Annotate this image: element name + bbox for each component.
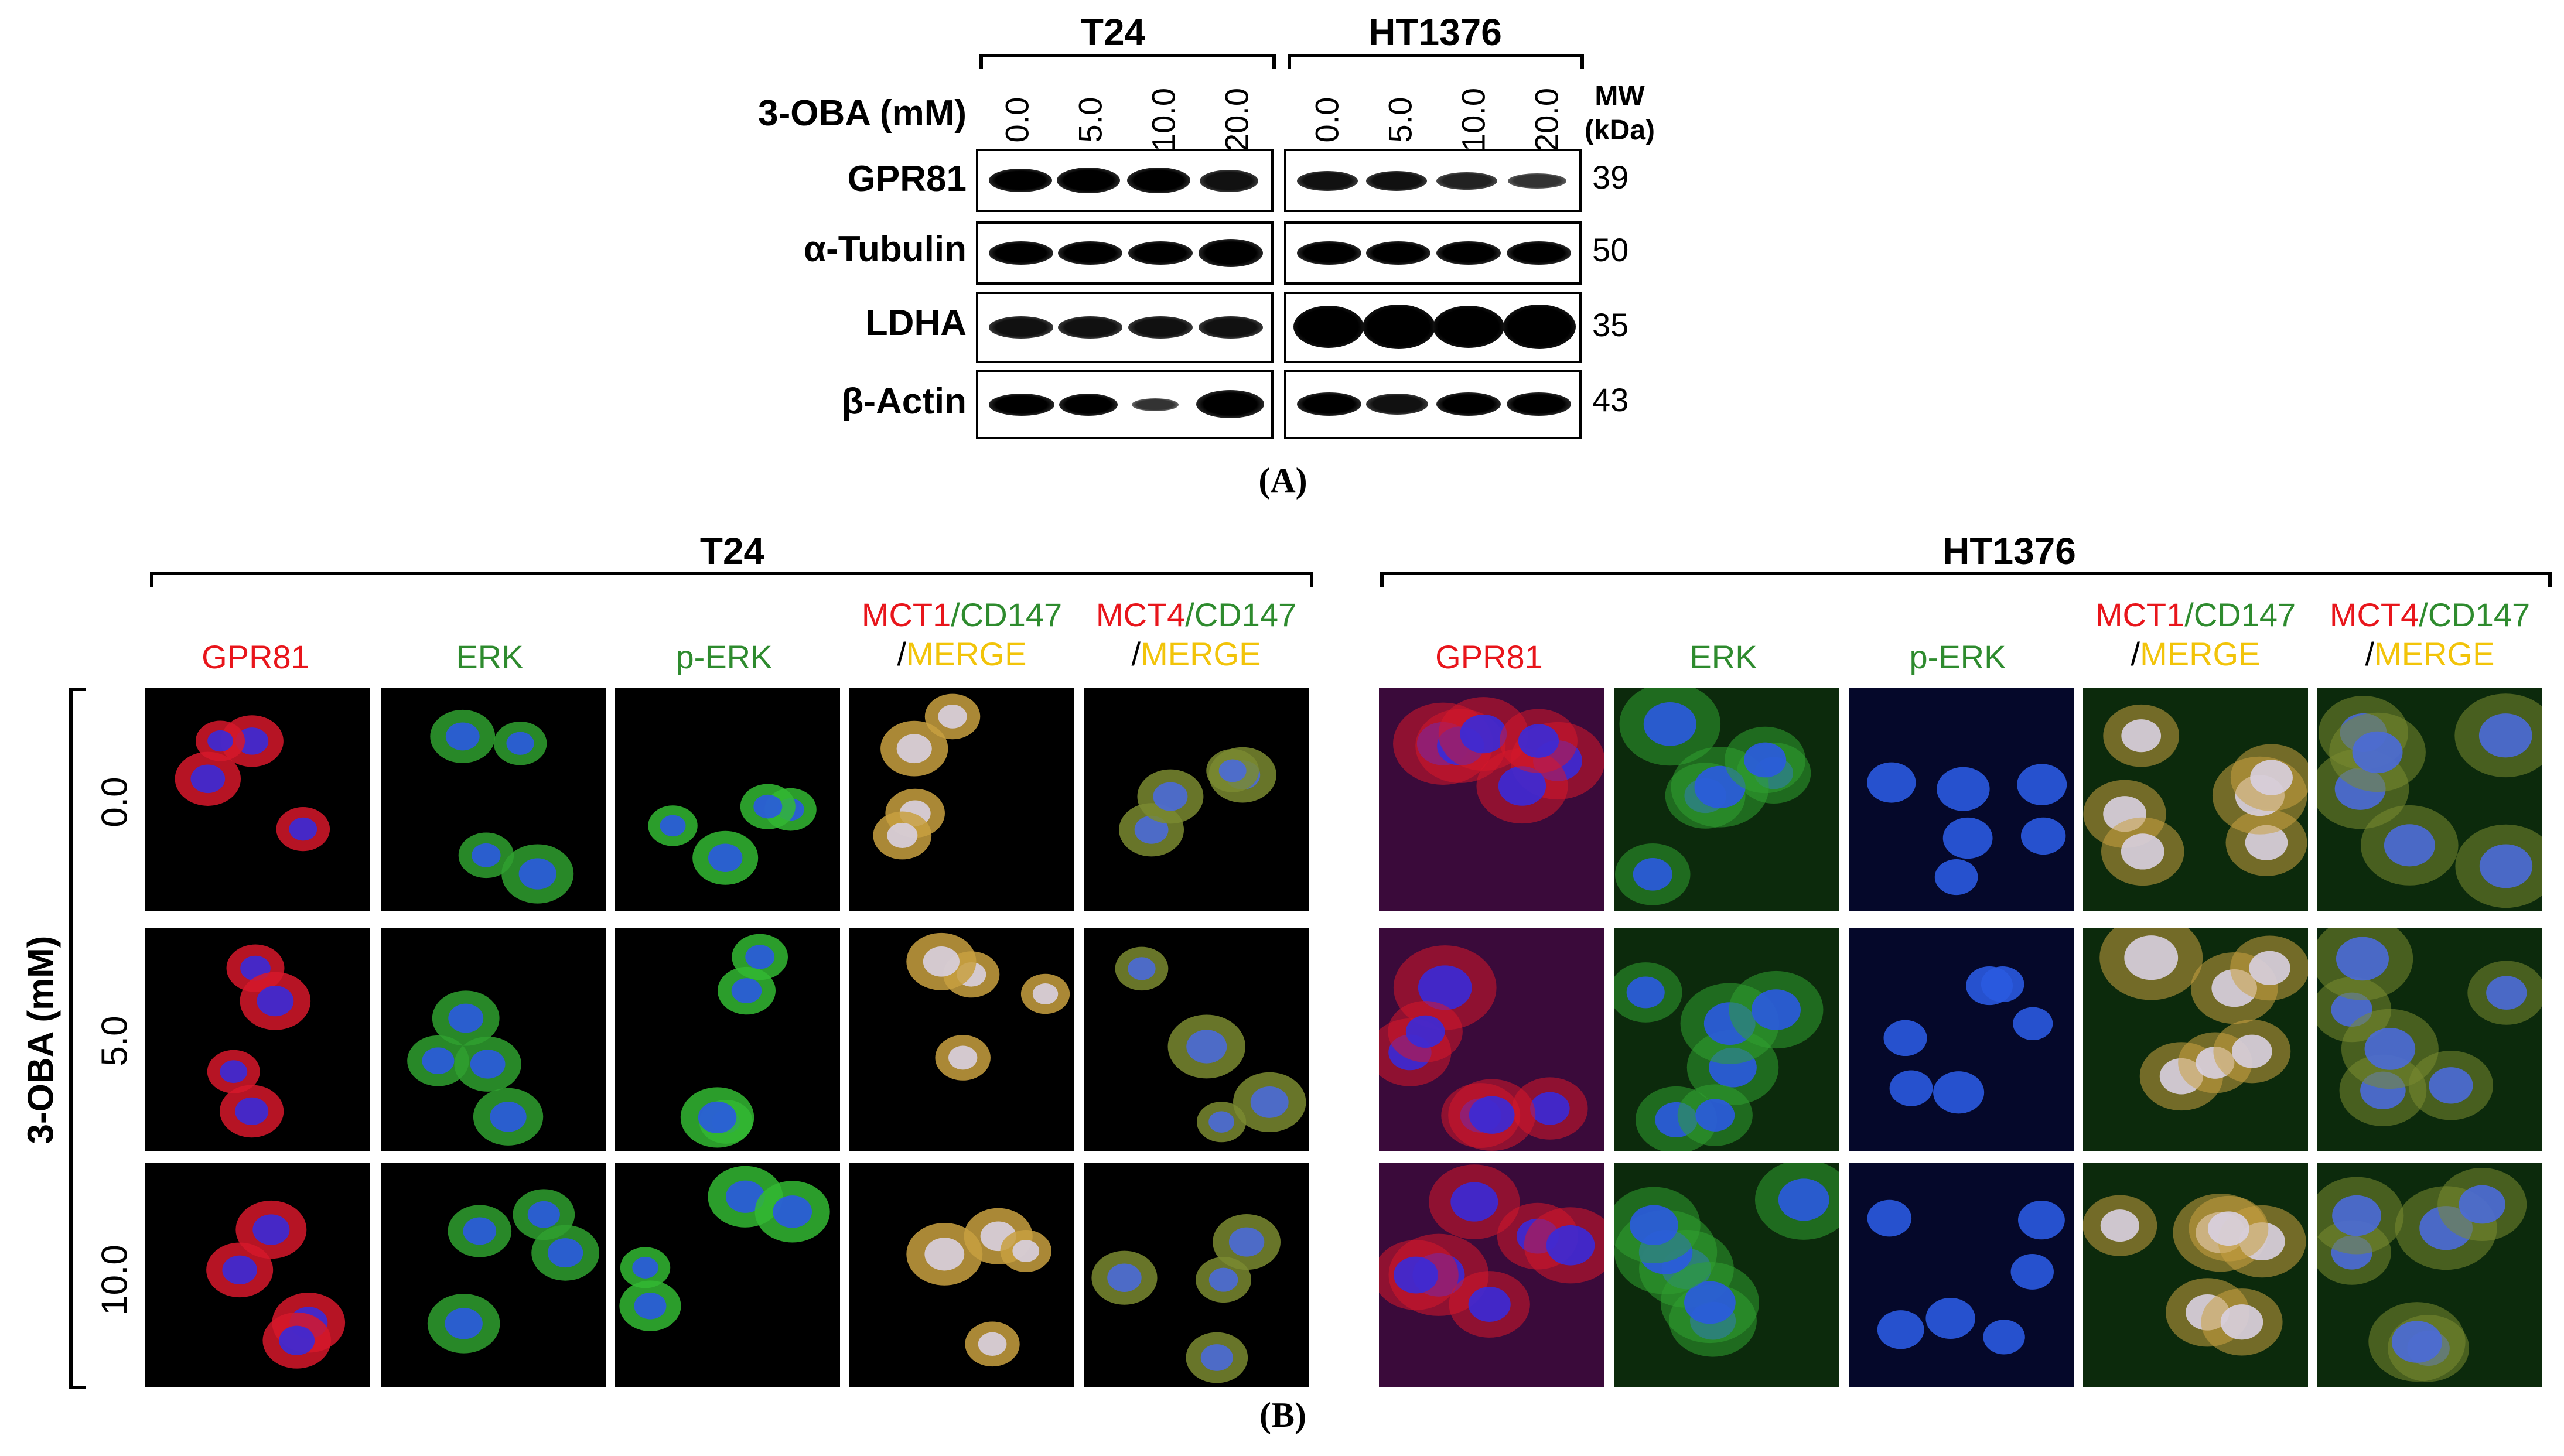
micrograph-t24-perk-5.0 [615,928,840,1151]
micrograph-ht1376-erk-0.0 [1614,688,1839,911]
mw-ldha: 35 [1592,306,1629,343]
blot-actin-ht1376 [1284,370,1582,439]
micrograph-ht1376-perk-5.0 [1849,928,2074,1151]
micrograph-ht1376-mct1-merge-10.0 [2083,1163,2308,1387]
protein-label-tubulin: α-Tubulin [804,229,967,269]
micrograph-t24-gpr81-10.0 [145,1163,370,1387]
panel-a-caption: (A) [1258,461,1307,500]
protein-label-gpr81: GPR81 [847,159,967,199]
micrograph-ht1376-erk-5.0 [1614,928,1839,1151]
blot-cellline-ht1376: HT1376 [1368,11,1502,53]
row-dose-0: 0.0 [94,777,135,828]
col-ht-gpr81: GPR81 [1435,638,1543,675]
mw-actin: 43 [1592,381,1629,418]
micrograph-t24-gpr81-5.0 [145,928,370,1151]
micrograph-ht1376-mct4-merge-10.0 [2317,1163,2542,1387]
row-dose-5: 5.0 [94,1016,135,1067]
if-cellline-t24: T24 [699,530,765,572]
col-ht-perk: p-ERK [1909,638,2006,675]
micrograph-t24-perk-10.0 [615,1163,840,1387]
micrograph-t24-mct4-merge-10.0 [1084,1163,1309,1387]
micrograph-t24-mct4-merge-5.0 [1084,928,1309,1151]
micrograph-ht1376-gpr81-10.0 [1379,1163,1604,1387]
col-t24-erk: ERK [456,638,524,675]
mw-gpr81: 39 [1592,159,1629,196]
col-t24-mct1: MCT1/CD147 /MERGE [861,596,1063,673]
mw-header-line1: MW [1595,81,1645,112]
micrograph-t24-gpr81-0.0 [145,688,370,911]
micrograph-ht1376-mct4-merge-0.0 [2317,688,2542,911]
if-bracket-ht1376 [1380,572,2552,587]
micrograph-t24-mct1-merge-0.0 [849,688,1074,911]
micrograph-t24-erk-5.0 [381,928,606,1151]
mw-header: MW (kDa) [1582,80,1658,148]
blot-tubulin-ht1376 [1284,221,1582,285]
micrograph-t24-mct4-merge-0.0 [1084,688,1309,911]
row-dose-10: 10.0 [94,1245,135,1315]
micrograph-ht1376-erk-10.0 [1614,1163,1839,1387]
micrograph-ht1376-mct1-merge-5.0 [2083,928,2308,1151]
micrograph-ht1376-perk-0.0 [1849,688,2074,911]
row-axis-bracket [69,688,86,1389]
protein-labels: GPR81 α-Tubulin LDHA β-Actin [703,152,967,445]
micrograph-t24-erk-0.0 [381,688,606,911]
blot-ldha-ht1376 [1284,292,1582,363]
mw-tubulin: 50 [1592,231,1629,268]
micrograph-ht1376-mct4-merge-5.0 [2317,928,2542,1151]
micrograph-ht1376-perk-10.0 [1849,1163,2074,1387]
col-t24-mct4: MCT4/CD147 /MERGE [1095,596,1297,673]
blot-tubulin-t24 [976,221,1274,285]
micrograph-ht1376-gpr81-0.0 [1379,688,1604,911]
protein-label-ldha: LDHA [865,303,967,343]
blot-treatment-label: 3-OBA (mM) [758,93,967,134]
blot-actin-t24 [976,370,1274,439]
if-cellline-ht1376: HT1376 [1942,530,2076,572]
micrograph-ht1376-gpr81-5.0 [1379,928,1604,1151]
blot-bracket-ht1376 [1288,54,1584,69]
row-axis-label: 3-OBA (mM) [21,935,62,1144]
blot-gpr81-t24 [976,149,1274,212]
blot-cellline-t24: T24 [1080,11,1146,53]
blot-ldha-t24 [976,292,1274,363]
panel-b-caption: (B) [1259,1396,1306,1434]
blot-bracket-t24 [979,54,1276,69]
micrograph-ht1376-mct1-merge-0.0 [2083,688,2308,911]
micrograph-t24-mct1-merge-5.0 [849,928,1074,1151]
micrograph-t24-mct1-merge-10.0 [849,1163,1074,1387]
col-t24-perk: p-ERK [675,638,773,675]
micrograph-t24-erk-10.0 [381,1163,606,1387]
col-ht-mct4: MCT4/CD147 /MERGE [2329,596,2531,673]
col-t24-gpr81: GPR81 [202,638,309,675]
protein-label-actin: β-Actin [841,381,967,422]
if-bracket-t24 [150,572,1313,587]
col-ht-erk: ERK [1689,638,1757,675]
micrograph-t24-perk-0.0 [615,688,840,911]
blot-gpr81-ht1376 [1284,149,1582,212]
mw-header-line2: (kDa) [1584,115,1655,146]
col-ht-mct1: MCT1/CD147 /MERGE [2095,596,2296,673]
